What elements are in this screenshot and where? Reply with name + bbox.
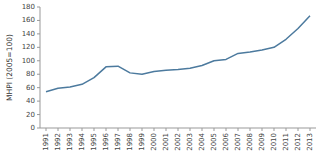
x-tick-label: 2009 — [258, 133, 266, 151]
y-axis-label: MHPI (2005=100) — [5, 34, 14, 101]
x-tick-label: 2002 — [174, 133, 182, 151]
x-tick-label: 1994 — [78, 132, 86, 150]
x-axis-line — [40, 128, 316, 129]
x-tick-label: 2013 — [306, 133, 314, 151]
x-tick-label: 1995 — [90, 133, 98, 151]
x-tick-label: 2010 — [270, 133, 278, 151]
x-tick-label: 2007 — [234, 133, 242, 151]
x-tick-label: 2000 — [150, 133, 158, 151]
x-tick-label: 2006 — [222, 132, 230, 150]
y-tick-label: 80 — [26, 70, 35, 78]
x-tick-label: 2011 — [282, 133, 290, 151]
x-tick-label: 2004 — [198, 132, 206, 150]
y-tick-label: 140 — [22, 30, 35, 38]
line-series — [46, 16, 310, 92]
y-axis-line — [40, 7, 41, 128]
x-tick-label: 2005 — [210, 133, 218, 151]
x-tick-label: 1997 — [114, 133, 122, 151]
y-tick-label: 60 — [26, 84, 35, 92]
y-tick-label: 40 — [26, 97, 35, 105]
y-tick-label: 160 — [22, 16, 35, 24]
x-tick-label: 1992 — [54, 133, 62, 151]
x-tick-label: 2001 — [162, 133, 170, 151]
y-tick-label: 100 — [22, 57, 35, 65]
chart-holder: 0 20 40 60 80 100 120 140 160 180 1991 1992 1993 1994… — [0, 0, 324, 156]
y-tick-label: 0 — [31, 124, 35, 132]
y-tick-label: 120 — [22, 43, 35, 51]
x-tick-label: 2008 — [246, 133, 254, 151]
x-tick-label: 1998 — [126, 133, 134, 151]
x-tick-label: 1999 — [138, 133, 146, 151]
y-tick-label: 20 — [26, 111, 35, 119]
x-tick-label: 1991 — [42, 133, 50, 151]
chart: 0 20 40 60 80 100 120 140 160 180 1991 1992 1993 1994… — [0, 0, 324, 156]
plot-area — [46, 16, 310, 92]
y-tick-label: 180 — [22, 3, 35, 11]
x-tick-label: 2012 — [294, 133, 302, 151]
x-tick-label: 1993 — [66, 133, 74, 151]
x-tick-label: 2003 — [186, 133, 194, 151]
x-tick-label: 1996 — [102, 132, 110, 150]
